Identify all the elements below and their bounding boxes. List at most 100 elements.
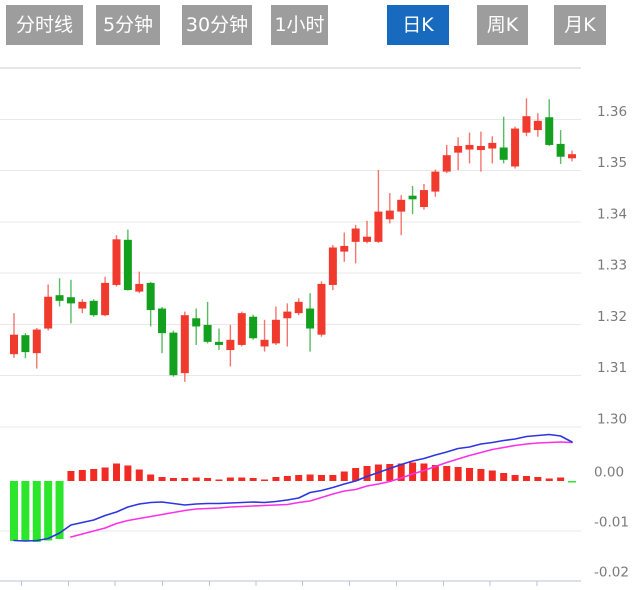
macd-histogram-bar: [488, 470, 496, 481]
candle: [89, 299, 98, 317]
macd-histogram-bar: [226, 477, 234, 481]
candle-body: [101, 282, 110, 316]
candle-body: [431, 171, 440, 192]
macd-histogram-bar: [21, 481, 30, 542]
dif-line: [13, 433, 573, 542]
candle: [351, 224, 360, 264]
candle: [499, 116, 508, 164]
candle: [249, 314, 258, 340]
candle: [306, 293, 315, 352]
tab-timeframe-6[interactable]: 月K: [554, 5, 606, 45]
candle: [511, 126, 520, 169]
candle: [112, 235, 121, 287]
macd-histogram-bar: [32, 481, 41, 542]
macd-histogram-bar: [124, 465, 132, 481]
macd-histogram-bar: [534, 477, 542, 481]
macd-histogram-bar: [511, 475, 519, 481]
candle-body: [214, 341, 223, 345]
candle: [192, 308, 201, 345]
macd-histogram-bar: [466, 468, 474, 481]
candle: [408, 185, 417, 215]
candle: [397, 195, 406, 236]
macd-histogram-bar: [454, 467, 462, 481]
candle-body: [226, 339, 235, 351]
candle-body: [522, 116, 531, 133]
candle: [328, 244, 337, 291]
candle: [442, 144, 451, 174]
macd-histogram-bar: [477, 469, 485, 481]
macd-axis-label: -0.01: [594, 515, 629, 531]
macd-histogram-bar: [147, 474, 155, 481]
candle: [226, 324, 235, 367]
candle-body: [192, 318, 201, 327]
macd-histogram-bar: [78, 470, 86, 481]
candle: [431, 169, 440, 197]
candle: [169, 330, 178, 377]
macd-histogram-bar: [44, 481, 53, 541]
macd-histogram-bar: [169, 478, 177, 481]
candle-body: [203, 324, 212, 342]
macd-histogram-bar: [431, 465, 439, 481]
price-axis-label: 1.34: [597, 206, 627, 222]
candle-body: [363, 236, 372, 242]
candle: [522, 98, 531, 137]
candle: [21, 333, 30, 359]
tab-timeframe-2[interactable]: 30分钟: [182, 5, 252, 45]
macd-histogram-bar: [340, 471, 348, 481]
candle: [135, 271, 144, 294]
candle-body: [146, 282, 155, 311]
dea-line: [70, 441, 573, 538]
candle-body: [465, 144, 474, 150]
macd-histogram-bar: [500, 473, 508, 481]
tab-timeframe-0[interactable]: 分时线: [6, 5, 83, 45]
candle-body: [568, 154, 577, 159]
candle: [476, 131, 485, 172]
macd-histogram-bar: [409, 462, 417, 481]
macd-histogram-bar: [545, 478, 553, 481]
macd-histogram-bar: [112, 463, 120, 481]
macd-histogram-bar: [261, 479, 269, 481]
tab-timeframe-5[interactable]: 周K: [477, 5, 528, 45]
candle-body: [283, 311, 292, 319]
macd-histogram-bar: [67, 471, 75, 481]
tab-timeframe-1[interactable]: 5分钟: [96, 5, 160, 45]
price-axis-label: 1.31: [597, 360, 627, 376]
candle-body: [66, 297, 75, 304]
candle-body: [454, 145, 463, 153]
candle-body: [556, 143, 565, 157]
candle: [32, 328, 41, 369]
candle-body: [397, 199, 406, 212]
candle: [363, 220, 372, 244]
macd-histogram-bar: [363, 466, 371, 481]
candle-body: [180, 315, 189, 374]
macd-histogram-bar: [249, 478, 257, 481]
macd-histogram-bar: [317, 475, 325, 481]
candle-body: [374, 211, 383, 242]
candle-body: [488, 142, 497, 149]
macd-histogram-bar: [215, 479, 223, 481]
candle-body: [328, 247, 337, 285]
macd-histogram-bar: [397, 463, 405, 481]
tab-timeframe-4[interactable]: 日K: [387, 5, 449, 45]
candle: [237, 311, 246, 347]
candle: [317, 281, 326, 337]
price-axis-label: 1.33: [597, 258, 627, 274]
candle: [180, 311, 189, 382]
candle: [454, 137, 463, 171]
timeframe-tab-bar: 分时线 5分钟 30分钟 1小时 日K 周K 月K: [0, 5, 606, 45]
candle: [283, 303, 292, 347]
macd-histogram-bar: [386, 464, 394, 481]
macd-histogram-bar: [158, 477, 166, 481]
candle-body: [237, 313, 246, 345]
tab-timeframe-3[interactable]: 1小时: [271, 5, 328, 45]
macd-histogram-bar: [55, 481, 64, 539]
candle: [78, 299, 87, 314]
candle: [10, 313, 18, 358]
candle-body: [135, 283, 144, 292]
macd-histogram-bar: [10, 481, 18, 541]
candle-body: [89, 300, 98, 316]
candle-body: [158, 308, 167, 334]
candle: [488, 136, 497, 164]
macd-histogram-bar: [101, 467, 109, 481]
